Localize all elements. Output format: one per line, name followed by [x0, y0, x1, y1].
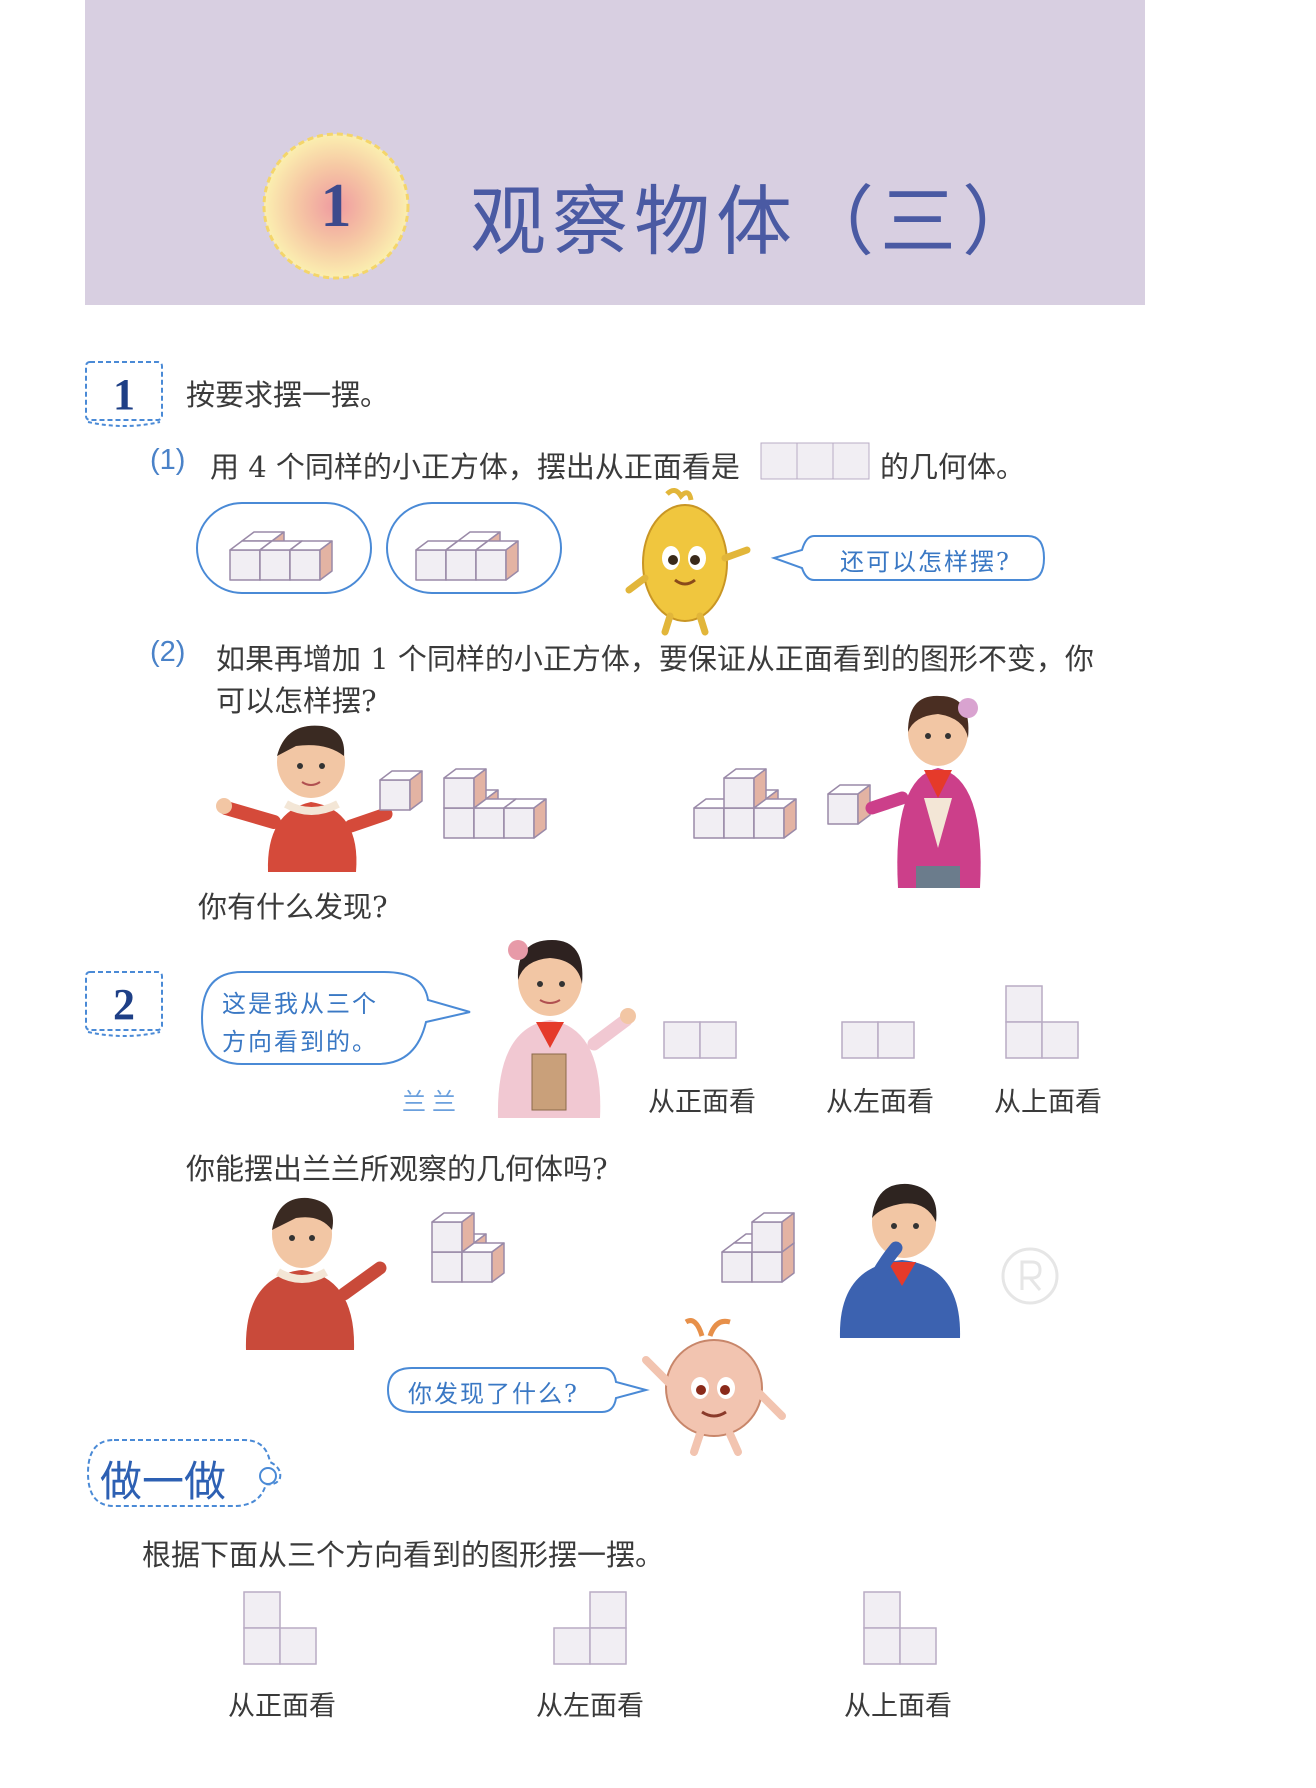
part2-label: (2)	[150, 636, 186, 668]
bubble-text: 还可以怎样摆?	[840, 548, 1011, 576]
part2-text-line1: 如果再增加 1 个同样的小正方体，要保证从正面看到的图形不变，你	[216, 642, 1094, 676]
practice-left-view	[553, 1591, 627, 1665]
boy-character-illustration	[216, 725, 393, 872]
top-view-grid	[1005, 985, 1079, 1059]
speech-bubble	[200, 971, 471, 1065]
cube-group	[431, 1212, 505, 1283]
view-caption-front: 从正面看	[648, 1087, 756, 1118]
speech-line1: 这是我从三个	[222, 990, 378, 1018]
boy-pointing-illustration	[245, 1197, 387, 1350]
example-number: 2	[113, 979, 135, 1029]
speech-line2: 方向看到的。	[222, 1028, 378, 1056]
girl-character-illustration	[865, 695, 981, 888]
potato-mascot-icon	[625, 488, 751, 636]
practice-caption-left: 从左面看	[536, 1691, 644, 1722]
chapter-title: 观察物体（三）	[470, 177, 1044, 266]
practice-title-badge	[86, 1439, 282, 1507]
front-view-grid	[663, 1021, 737, 1059]
lanlan-character-illustration	[497, 940, 636, 1118]
part2-text-line2: 可以怎样摆?	[216, 684, 377, 718]
practice-caption-front: 从正面看	[228, 1691, 336, 1722]
example-badge-icon	[85, 971, 163, 1037]
example1-instruction: 按要求摆一摆。	[186, 378, 390, 412]
cube-group	[443, 768, 547, 839]
speech-bubble	[770, 535, 1046, 581]
example2-question: 你能摆出兰兰所观察的几何体吗?	[186, 1152, 608, 1186]
practice-top-view	[863, 1591, 937, 1665]
example-number: 1	[113, 369, 135, 419]
part1-text-after: 的几何体。	[880, 450, 1026, 484]
cube-group	[379, 770, 423, 811]
cube-group	[693, 768, 797, 839]
view-caption-left: 从左面看	[826, 1087, 934, 1118]
practice-caption-top: 从上面看	[844, 1691, 952, 1722]
cube-group	[827, 784, 871, 825]
onion-mascot-icon	[642, 1318, 786, 1456]
registered-mark-icon	[1001, 1247, 1059, 1305]
cube-group	[721, 1212, 795, 1283]
bubble-text: 你发现了什么?	[408, 1380, 579, 1408]
practice-instruction: 根据下面从三个方向看到的图形摆一摆。	[142, 1538, 665, 1572]
front-view-three-squares	[760, 442, 870, 480]
practice-title: 做一做	[100, 1457, 227, 1506]
speech-bubble	[386, 1367, 650, 1413]
practice-front-view	[243, 1591, 317, 1665]
cube-group	[229, 531, 333, 581]
speaker-name: 兰兰	[402, 1088, 462, 1116]
chapter-number-seal-icon	[262, 132, 410, 280]
left-view-grid	[841, 1021, 915, 1059]
cube-group	[415, 531, 519, 581]
example-badge-icon	[85, 361, 163, 427]
boy-thinking-illustration	[839, 1183, 961, 1338]
example1-question: 你有什么发现?	[198, 890, 388, 924]
chapter-header	[85, 0, 1145, 305]
part1-text: 用 4 个同样的小正方体，摆出从正面看是	[210, 450, 740, 484]
chapter-number: 1	[320, 171, 352, 240]
view-caption-top: 从上面看	[994, 1087, 1102, 1118]
part1-label: (1)	[150, 444, 186, 476]
